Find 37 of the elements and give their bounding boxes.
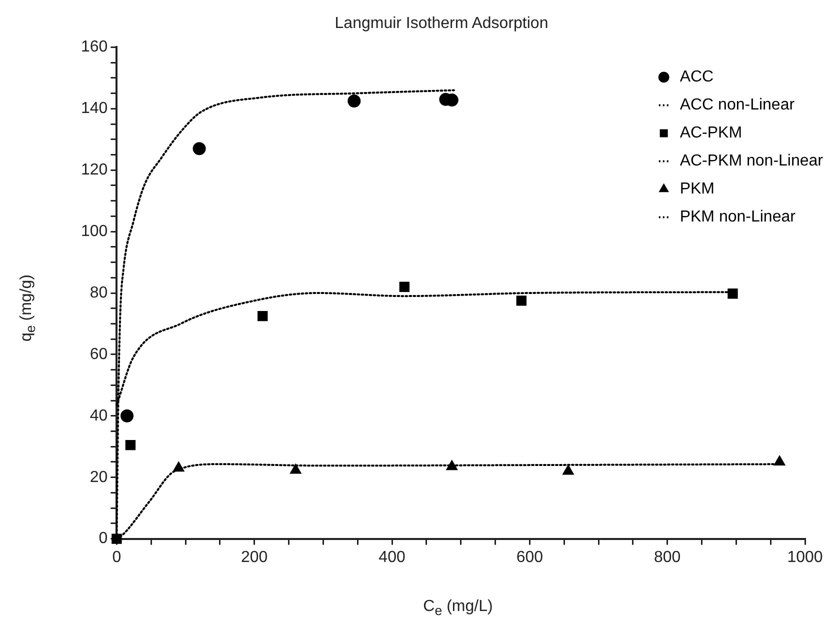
y-tick-label: 160 [80,38,108,56]
point [112,534,122,544]
point [192,142,206,156]
y-tick-label: 140 [80,100,108,118]
legend-label: AC-PKM non-Linear [680,152,824,170]
point [774,455,786,466]
point [258,310,268,322]
x-tick-label: 0 [112,548,122,566]
y-tick-label: 40 [90,407,108,424]
point [125,440,136,450]
legend-label: PKM [680,180,714,198]
x-tick-label: 400 [378,548,406,566]
point [172,462,184,472]
x-tick-label: 800 [654,548,681,566]
x-tick-label: 200 [241,548,268,566]
legend-label: PKM non-Linear [680,208,796,226]
y-tick-label: 60 [90,346,108,363]
chart-title: Langmuir Isotherm Adsorption [334,15,548,32]
point [446,460,458,470]
point [399,282,410,292]
point [562,464,574,475]
point [348,94,361,108]
x-tick-label: 600 [516,548,544,566]
x-axis-title: C$_{e}$ (mg/L) [422,598,494,618]
legend-label: AC-PKM [680,124,742,142]
y-tick-label: 120 [80,162,108,179]
y-tick-label: 80 [90,284,108,302]
legend-label: ACC [680,68,714,86]
y-tick-label: 0 [98,530,108,548]
x-tick-label: 1000 [787,548,823,566]
point [120,409,134,422]
y-tick-label: 100 [80,222,108,240]
point [516,296,527,306]
point [728,288,738,299]
y-tick-label: 20 [90,468,108,486]
point [290,464,302,474]
legend-label: ACC non-Linear [680,96,796,114]
